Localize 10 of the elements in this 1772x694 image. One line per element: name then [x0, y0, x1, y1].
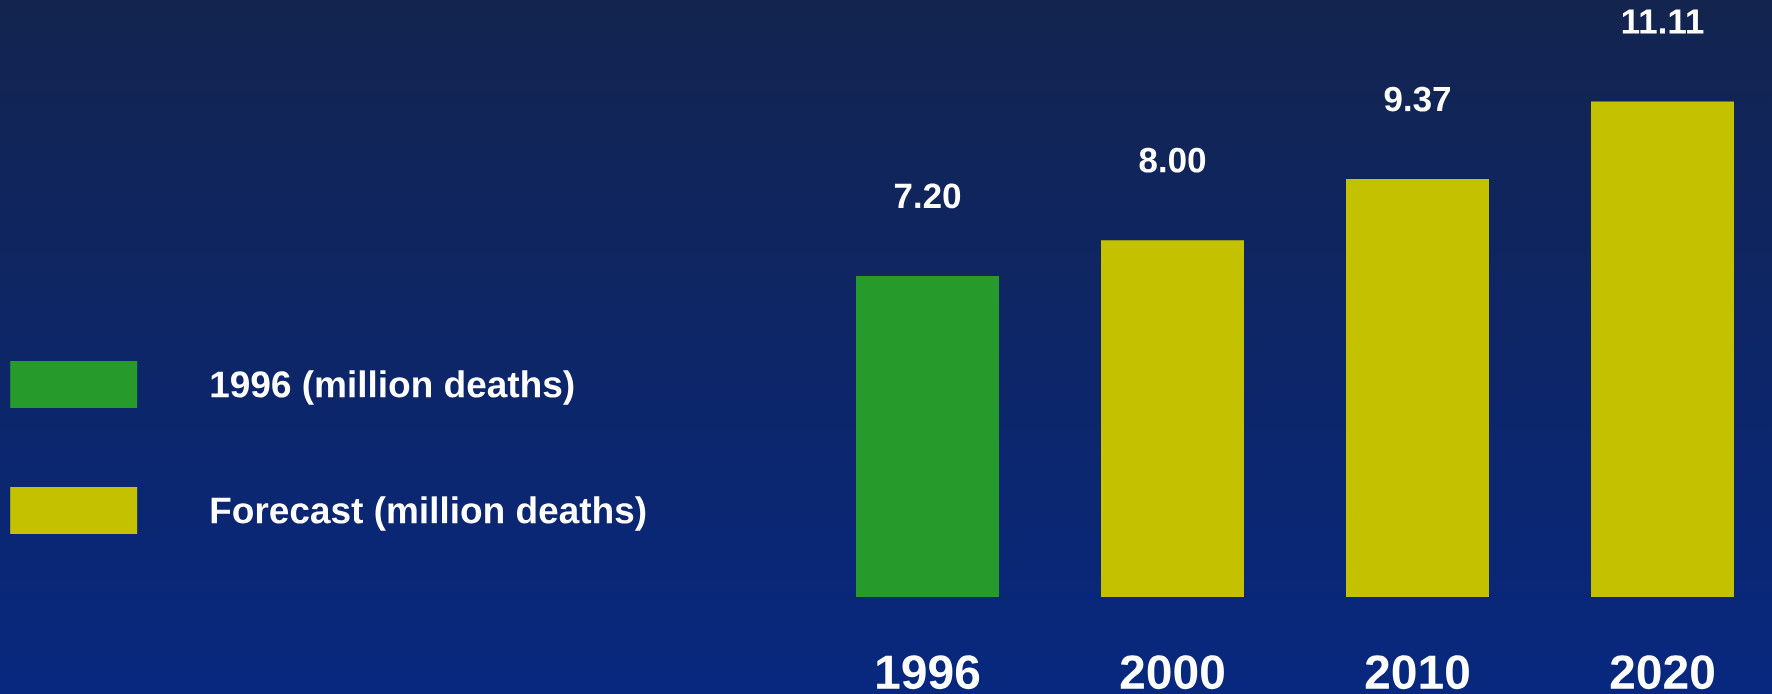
x-tick-label: 2000	[1120, 655, 1224, 690]
legend-label: 1996 (million deaths)	[211, 370, 574, 405]
data-label: 11.11	[1622, 9, 1704, 34]
legend-label: Forecast (million deaths)	[211, 496, 646, 531]
data-label: 8.00	[1139, 147, 1206, 173]
data-label: 9.37	[1384, 86, 1451, 112]
x-tick-label: 1996	[877, 655, 980, 690]
data-label: 7.20	[894, 183, 961, 209]
x-tick-label: 2010	[1365, 655, 1469, 690]
x-tick-label: 2020	[1610, 655, 1714, 690]
